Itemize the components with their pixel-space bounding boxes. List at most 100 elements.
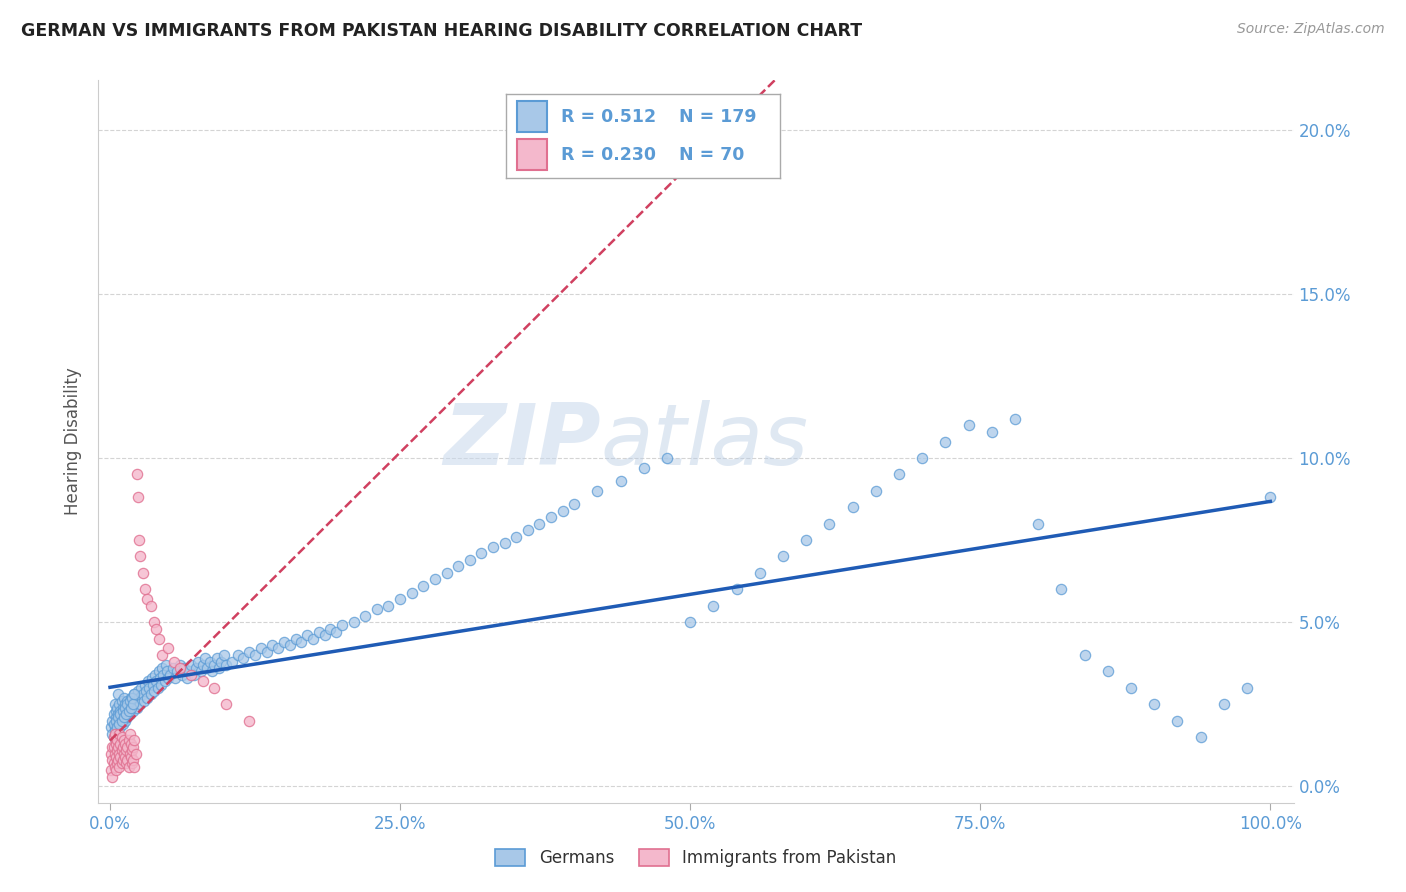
Point	[1004, 411, 1026, 425]
Point	[122, 753, 145, 767]
Point	[290, 635, 312, 649]
Point	[1143, 698, 1166, 712]
Point	[117, 700, 139, 714]
Point	[121, 743, 143, 757]
Point	[679, 615, 702, 630]
Point	[104, 727, 127, 741]
Point	[150, 677, 173, 691]
Point	[302, 632, 325, 646]
Point	[132, 694, 155, 708]
Point	[423, 573, 446, 587]
Point	[110, 707, 132, 722]
Point	[114, 698, 136, 712]
Point	[122, 698, 145, 712]
Point	[1166, 714, 1188, 728]
Point	[112, 690, 135, 705]
Point	[104, 698, 127, 712]
Point	[436, 566, 458, 580]
Point	[104, 714, 127, 728]
Text: ZIP: ZIP	[443, 400, 600, 483]
Point	[112, 733, 135, 747]
Point	[155, 657, 177, 672]
Point	[104, 760, 127, 774]
Point	[209, 655, 232, 669]
Point	[702, 599, 724, 613]
Point	[105, 717, 128, 731]
Point	[278, 638, 301, 652]
Point	[215, 698, 238, 712]
Point	[112, 747, 135, 761]
Point	[117, 733, 139, 747]
Point	[238, 714, 260, 728]
Point	[201, 665, 224, 679]
Point	[143, 684, 166, 698]
Point	[215, 657, 238, 672]
Point	[232, 651, 254, 665]
Point	[105, 743, 128, 757]
Point	[180, 657, 202, 672]
Point	[128, 690, 150, 705]
Point	[120, 700, 142, 714]
Point	[129, 698, 152, 712]
Point	[104, 723, 127, 738]
Point	[104, 737, 127, 751]
Point	[143, 615, 166, 630]
Point	[447, 559, 470, 574]
Point	[190, 665, 212, 679]
Point	[134, 582, 156, 597]
Point	[146, 681, 169, 695]
Point	[120, 749, 142, 764]
Point	[112, 710, 135, 724]
Point	[114, 737, 136, 751]
Point	[101, 727, 124, 741]
Point	[1258, 491, 1281, 505]
Point	[121, 756, 143, 771]
Point	[124, 694, 146, 708]
Point	[1189, 730, 1212, 744]
Point	[104, 749, 127, 764]
Point	[343, 615, 366, 630]
Text: N = 179: N = 179	[679, 108, 756, 126]
Point	[934, 434, 956, 449]
Point	[128, 533, 150, 547]
Point	[794, 533, 817, 547]
Point	[516, 523, 538, 537]
Text: Source: ZipAtlas.com: Source: ZipAtlas.com	[1237, 22, 1385, 37]
Point	[121, 698, 143, 712]
Point	[482, 540, 505, 554]
Point	[308, 625, 330, 640]
FancyBboxPatch shape	[517, 102, 547, 132]
Point	[204, 681, 226, 695]
Point	[1073, 648, 1095, 662]
Point	[111, 756, 134, 771]
Point	[108, 698, 131, 712]
Point	[1119, 681, 1142, 695]
Point	[125, 700, 148, 714]
Text: atlas: atlas	[600, 400, 808, 483]
Point	[401, 585, 423, 599]
Point	[187, 655, 209, 669]
Point	[262, 638, 284, 652]
Point	[108, 747, 131, 761]
Point	[110, 704, 132, 718]
Point	[150, 648, 173, 662]
Point	[111, 704, 134, 718]
Point	[103, 756, 125, 771]
Point	[105, 756, 128, 771]
Point	[197, 661, 219, 675]
Point	[107, 707, 129, 722]
Point	[314, 628, 336, 642]
Legend: Germans, Immigrants from Pakistan: Germans, Immigrants from Pakistan	[489, 842, 903, 874]
Point	[111, 714, 134, 728]
Point	[114, 714, 136, 728]
Point	[183, 667, 205, 681]
Point	[107, 710, 129, 724]
Point	[117, 704, 139, 718]
Point	[107, 727, 129, 741]
Point	[131, 681, 153, 695]
Point	[540, 510, 562, 524]
Point	[1097, 665, 1119, 679]
Point	[159, 667, 181, 681]
Point	[377, 599, 399, 613]
Point	[127, 491, 149, 505]
